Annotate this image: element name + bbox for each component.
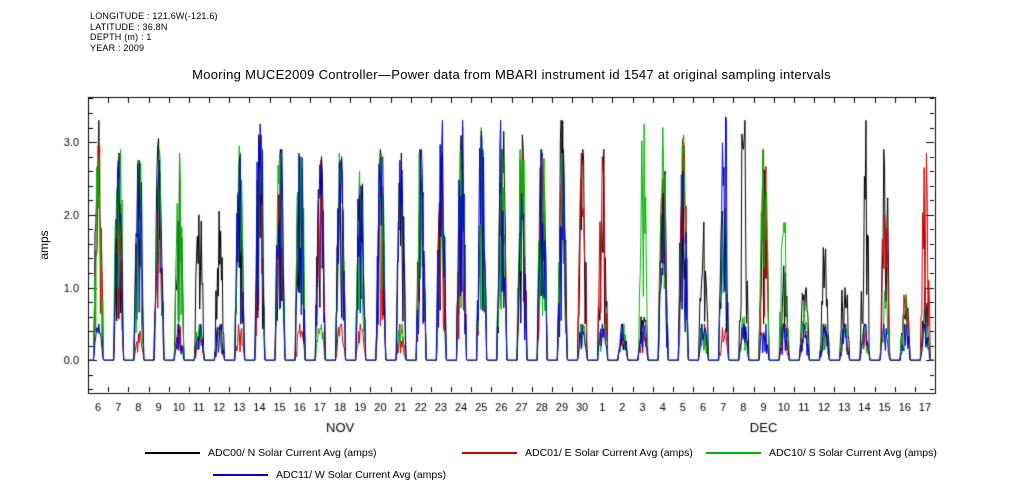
legend-line-black — [145, 452, 200, 454]
latitude-label: LATITUDE : 36.8N — [90, 21, 168, 32]
y-axis-label: amps — [37, 230, 51, 260]
legend-line-blue — [213, 474, 268, 476]
legend-label-adc00: ADC00/ N Solar Current Avg (amps) — [208, 447, 377, 459]
longitude-label: LONGITUDE : 121.6W(-121.6) — [90, 11, 218, 21]
legend-label-adc01: ADC01/ E Solar Current Avg (amps) — [525, 447, 693, 459]
legend-item-adc10: ADC10/ S Solar Current Avg (amps) — [706, 447, 937, 459]
legend-item-adc11: ADC11/ W Solar Current Avg (amps) — [213, 469, 446, 481]
legend-item-adc01: ADC01/ E Solar Current Avg (amps) — [462, 447, 693, 459]
depth-label: DEPTH (m) : 1 — [90, 32, 152, 42]
legend-line-red — [462, 452, 517, 454]
chart-title: Mooring MUCE2009 Controller—Power data f… — [192, 67, 831, 82]
legend-item-adc00: ADC00/ N Solar Current Avg (amps) — [145, 447, 376, 459]
year-label: YEAR : 2009 — [90, 42, 145, 53]
legend-label-adc11: ADC11/ W Solar Current Avg (amps) — [276, 469, 446, 481]
legend-line-green — [706, 452, 761, 454]
legend-label-adc10: ADC10/ S Solar Current Avg (amps) — [769, 447, 937, 459]
metadata-block: LONGITUDE : 121.6W(-121.6) LATITUDE : 36… — [90, 11, 218, 53]
